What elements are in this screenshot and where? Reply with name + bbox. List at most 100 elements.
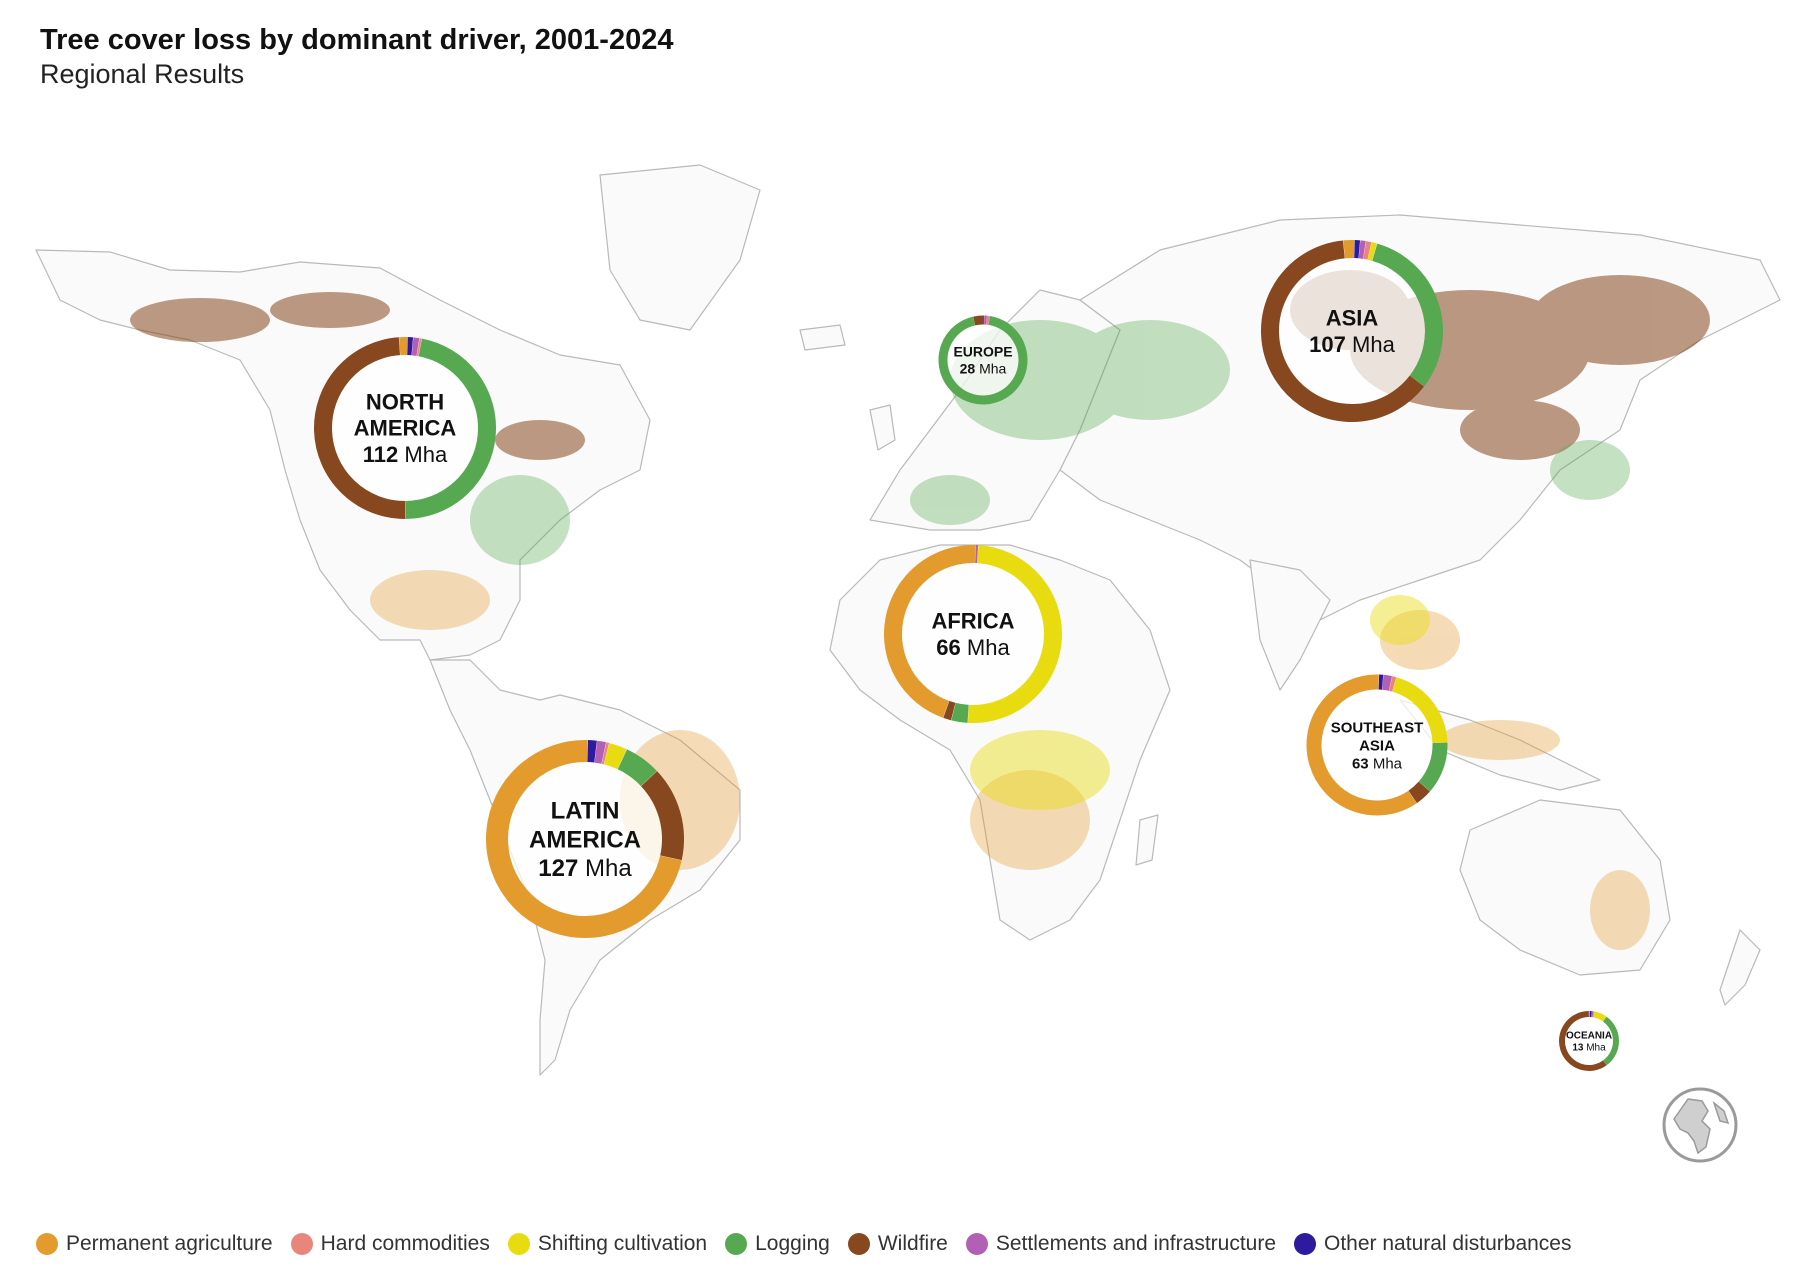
donut-slice-wildfire bbox=[1408, 781, 1430, 804]
donut-center bbox=[1565, 1017, 1613, 1065]
donut-center bbox=[508, 762, 662, 916]
donut-slice-settlements bbox=[411, 337, 420, 356]
page-title: Tree cover loss by dominant driver, 2001… bbox=[40, 24, 674, 56]
region-value-number: 13 bbox=[1572, 1043, 1584, 1054]
region-name: ASIA bbox=[1359, 737, 1395, 754]
donut-slice-wildfire bbox=[943, 700, 956, 721]
donut-slice-permanent-agriculture bbox=[486, 740, 682, 938]
legend-item-permanent-agriculture: Permanent agriculture bbox=[36, 1232, 273, 1256]
region-name: SOUTHEAST bbox=[1331, 719, 1424, 736]
region-value-unit: Mha bbox=[1346, 332, 1396, 357]
donut-slice-settlements bbox=[1382, 674, 1393, 691]
uk-land bbox=[869, 404, 896, 451]
donut-slice-logging bbox=[1418, 742, 1448, 792]
donut-slice-wildfire bbox=[640, 771, 684, 861]
region-name: OCEANIA bbox=[1566, 1031, 1612, 1042]
donut-slice-permanent-agriculture bbox=[884, 545, 976, 718]
iceland-land bbox=[799, 324, 846, 351]
donut-slice-hard-commodities bbox=[1388, 676, 1397, 692]
region-value-unit: Mha bbox=[398, 442, 448, 467]
donut-slice-hard-commodities bbox=[1363, 241, 1372, 260]
legend-swatch bbox=[1294, 1233, 1317, 1255]
legend-swatch bbox=[965, 1233, 988, 1255]
donut-center bbox=[332, 355, 478, 501]
region-name: EUROPE bbox=[953, 344, 1012, 360]
donut-slice-settlements bbox=[594, 740, 607, 764]
donut-slice-other-natural bbox=[587, 740, 597, 763]
header: Tree cover loss by dominant driver, 2001… bbox=[40, 24, 673, 90]
donut-slice-wildfire bbox=[314, 337, 406, 519]
region-value-number: 66 bbox=[936, 635, 960, 660]
region-value-number: 107 bbox=[1309, 332, 1346, 357]
donut-slice-logging bbox=[617, 749, 657, 787]
globe-icon bbox=[1662, 1087, 1738, 1163]
region-name: AMERICA bbox=[354, 416, 457, 441]
legend-label: Hard commodities bbox=[320, 1232, 490, 1255]
india-land bbox=[1249, 559, 1331, 691]
legend: Permanent agriculture Hard commodities Shi… bbox=[36, 1232, 1571, 1256]
donut-slice-wildfire bbox=[1559, 1011, 1607, 1071]
donut-slice-shifting-cultivation bbox=[603, 743, 627, 770]
legend-item-hard-commodities: Hard commodities bbox=[290, 1232, 490, 1256]
donut-slice-shifting-cultivation bbox=[1392, 677, 1448, 744]
legend-label: Settlements and infrastructure bbox=[995, 1232, 1277, 1255]
donut-center bbox=[947, 324, 1019, 396]
region-value: 63 Mha bbox=[1352, 755, 1403, 772]
donut-slice-shifting-cultivation bbox=[1593, 1011, 1607, 1022]
donut-slice-logging bbox=[1372, 243, 1443, 387]
region-name: NORTH bbox=[366, 389, 444, 414]
donut-slice-shifting-cultivation bbox=[967, 545, 1062, 723]
donut-slice-settlements bbox=[1358, 240, 1366, 259]
region-value-unit: Mha bbox=[1369, 755, 1403, 772]
region-name: LATIN bbox=[551, 798, 620, 825]
donut-slice-logging bbox=[951, 702, 969, 723]
legend-swatch bbox=[847, 1233, 870, 1255]
greenland-land bbox=[599, 164, 761, 331]
region-value: 112 Mha bbox=[363, 442, 448, 467]
region-value-number: 112 bbox=[363, 442, 399, 467]
donut-slice-shifting-cultivation bbox=[1367, 242, 1377, 261]
legend-label: Other natural disturbances bbox=[1324, 1232, 1572, 1255]
legend-swatch bbox=[290, 1233, 313, 1255]
region-value-number: 63 bbox=[1352, 755, 1369, 772]
donut-slice-logging bbox=[1602, 1016, 1619, 1066]
page-subtitle: Regional Results bbox=[40, 59, 245, 89]
region-value: 127 Mha bbox=[538, 855, 632, 882]
legend-label: Permanent agriculture bbox=[66, 1232, 273, 1255]
legend-label: Shifting cultivation bbox=[537, 1232, 708, 1255]
indonesia-land bbox=[1399, 699, 1601, 791]
region-value-number: 127 bbox=[538, 855, 578, 882]
legend-item-settlements: Settlements and infrastructure bbox=[965, 1232, 1277, 1256]
legend-label: Logging bbox=[755, 1232, 830, 1255]
donut-center bbox=[902, 563, 1044, 705]
donut-slice-permanent-agriculture bbox=[1306, 674, 1417, 816]
region-name: AFRICA bbox=[931, 609, 1014, 634]
region-name: ASIA bbox=[1326, 306, 1379, 331]
region-value: 107 Mha bbox=[1309, 332, 1395, 357]
donut-center bbox=[1321, 689, 1433, 801]
donut-slice-logging bbox=[405, 338, 496, 519]
new-zealand-land bbox=[1719, 929, 1761, 1006]
region-value: 28 Mha bbox=[960, 360, 1007, 376]
region-value-unit: Mha bbox=[1583, 1043, 1606, 1054]
legend-item-shifting-cultivation: Shifting cultivation bbox=[507, 1232, 708, 1256]
region-value-number: 28 bbox=[960, 360, 976, 376]
region-value: 66 Mha bbox=[936, 635, 1010, 660]
legend-swatch bbox=[725, 1233, 748, 1255]
region-value-unit: Mha bbox=[578, 855, 632, 882]
donut-center bbox=[1279, 258, 1425, 404]
legend-swatch bbox=[36, 1233, 58, 1255]
legend-item-other-natural: Other natural disturbances bbox=[1294, 1232, 1571, 1256]
legend-item-wildfire: Wildfire bbox=[847, 1232, 948, 1256]
donut-slice-hard-commodities bbox=[601, 742, 610, 765]
madagascar-land bbox=[1135, 814, 1159, 866]
donut-slice-logging bbox=[938, 316, 1028, 405]
